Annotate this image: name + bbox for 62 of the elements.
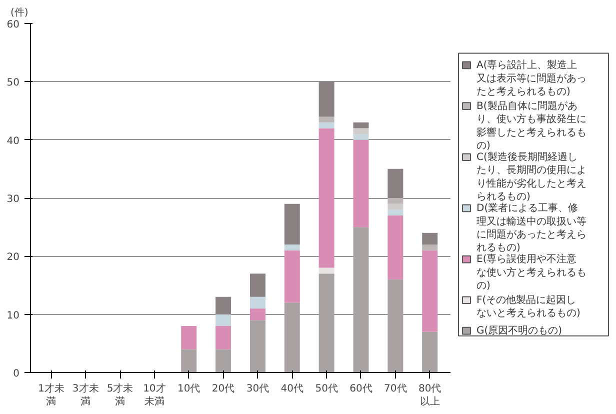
bar [353, 122, 369, 128]
x-tick-label: 20代 [212, 384, 235, 394]
bar [250, 320, 266, 372]
y-tick-label: 0 [13, 368, 20, 380]
bar [284, 302, 300, 372]
y-tick-label: 40 [6, 136, 20, 147]
x-tick-label: 40代 [280, 384, 304, 394]
x-tick-label: 1才未満 [38, 382, 64, 408]
x-tick-label: 10代 [178, 384, 200, 394]
bar [284, 244, 300, 250]
legend-label: A(専ら設計上、製造上又は表示等に問題があったと考えられるもの) [476, 59, 586, 98]
legend-label: F(その他製品に起因しないと考えられるもの) [476, 294, 580, 320]
bar [388, 198, 404, 204]
legend-label: C(製造後長期間経過したり、長期間の使用により性能が劣化したと考えられるもの) [476, 151, 586, 203]
bar [250, 274, 266, 297]
bar [388, 210, 404, 216]
bar [216, 349, 232, 372]
bar [422, 232, 438, 245]
bar [422, 250, 438, 332]
x-tick-label: 10才未満 [143, 382, 166, 408]
bar [353, 140, 369, 228]
x-tick-label: 5才未満 [106, 382, 134, 408]
legend-label: E(専ら誤使用や不注意な使い方と考えられるもの) [476, 253, 586, 292]
x-tick-label: 3才未満 [72, 382, 99, 408]
bar [250, 308, 266, 320]
bar [318, 274, 334, 372]
bar [181, 326, 197, 350]
bar [353, 134, 369, 140]
legend-label: G(原因不明のもの) [476, 326, 562, 337]
x-tick-label: 70代 [384, 384, 407, 394]
bar [353, 128, 369, 134]
bar [318, 82, 334, 117]
y-tick-label: 20 [6, 252, 20, 264]
y-tick-label: 10 [6, 310, 20, 322]
bar [284, 250, 300, 303]
bar [353, 227, 369, 372]
bar [318, 128, 334, 268]
bar [422, 332, 438, 372]
legend-label: D(業者による工事、修理又は輸送中の取扱い等に問題があったと考えられるもの) [476, 202, 586, 254]
bar [388, 168, 404, 198]
bar [388, 204, 404, 210]
bar [284, 204, 300, 245]
x-tick-label: 80代以上 [418, 384, 442, 408]
bar [216, 296, 232, 314]
bar [318, 116, 334, 122]
bar [318, 268, 334, 274]
bar [216, 314, 232, 326]
y-tick-label: 60 [6, 20, 20, 30]
bar [388, 279, 404, 372]
y-axis-title: (件) [10, 8, 28, 18]
x-tick-label: 50代 [315, 384, 338, 394]
x-tick-label: 30代 [246, 384, 270, 394]
bar [216, 326, 232, 350]
legend-label: B(製品自体に問題があり、使い方も事故発生に影響したと考えられるもの) [476, 100, 586, 152]
x-tick-label: 60代 [350, 384, 372, 394]
bar [388, 215, 404, 280]
y-tick-label: 30 [6, 194, 20, 205]
bar [181, 349, 197, 372]
y-tick-label: 50 [6, 78, 20, 89]
bar [318, 122, 334, 128]
bar [422, 244, 438, 250]
bar [250, 296, 266, 309]
